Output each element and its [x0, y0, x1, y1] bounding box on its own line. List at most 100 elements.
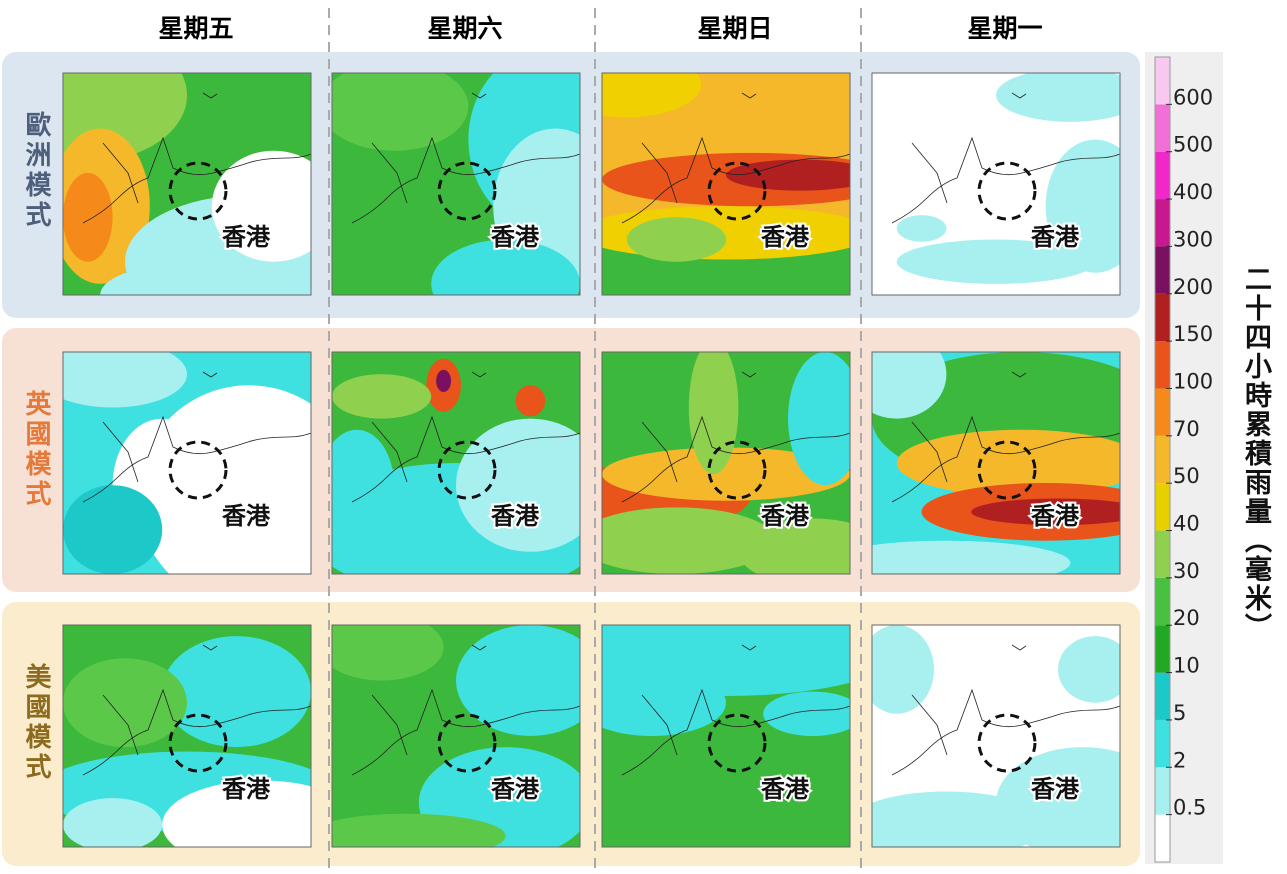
hk-label: 香港: [222, 775, 271, 803]
hk-label: 香港: [222, 223, 271, 251]
rain-area: [436, 369, 452, 392]
rain-area: [602, 447, 850, 501]
hk-circle: [437, 440, 497, 500]
colorbar-band: [1155, 577, 1170, 626]
colorbar-band: [1155, 151, 1170, 200]
colorbar-label: 5: [1173, 701, 1186, 725]
map: [332, 352, 580, 574]
colorbar-band: [1155, 435, 1170, 484]
colorbar-band: [1155, 719, 1170, 768]
rain-area: [872, 625, 934, 714]
rain-area: [688, 352, 739, 475]
rain-area: [726, 159, 850, 191]
coastline: [891, 92, 1120, 224]
rain-area: [332, 429, 394, 541]
hk-circle: [437, 161, 497, 221]
coastline: [351, 92, 580, 224]
map: [332, 625, 580, 847]
hk-circle: [707, 440, 767, 500]
map: [63, 625, 311, 847]
hk-label: 香港: [761, 502, 810, 530]
coastline: [621, 644, 850, 776]
hk-label: 香港: [491, 775, 540, 803]
column-header: 星期日: [697, 14, 772, 43]
colorbar-label: 600: [1173, 85, 1213, 109]
colorbar-label: 20: [1173, 606, 1200, 630]
coastline: [351, 644, 580, 776]
rain-area: [896, 215, 947, 242]
hk-label: 香港: [222, 502, 271, 530]
colorbar-band: [1155, 625, 1170, 673]
map-frame: [331, 351, 581, 575]
rain-area: [162, 636, 311, 748]
hk-circle: [437, 713, 497, 773]
column-header: 星期五: [158, 14, 233, 43]
map: [63, 73, 311, 295]
rain-area: [1058, 636, 1120, 703]
colorbar-band: [1155, 246, 1170, 294]
coastline: [621, 371, 850, 503]
map-frame: [601, 72, 851, 296]
coastline: [82, 371, 311, 503]
colorbar-label: 10: [1173, 654, 1200, 678]
hk-label: 香港: [491, 223, 540, 251]
colorbar-label: 150: [1173, 322, 1213, 346]
map-frame: [871, 72, 1121, 296]
coastline: [82, 644, 311, 776]
map: [872, 73, 1120, 295]
hk-circle: [977, 161, 1037, 221]
map-frame: [62, 351, 312, 575]
colorbar-band: [1155, 483, 1170, 531]
rain-area: [738, 518, 850, 574]
map: [332, 73, 580, 295]
colorbar-label: 300: [1173, 227, 1213, 251]
rain-area: [996, 73, 1120, 122]
colorbar-label: 2: [1173, 748, 1186, 772]
rain-area: [63, 485, 163, 574]
coastline: [351, 371, 580, 503]
rain-area: [456, 625, 580, 736]
rain-area: [63, 658, 187, 748]
rain-area: [332, 374, 432, 419]
coastline: [82, 92, 311, 224]
map: [602, 625, 850, 847]
hk-label: 香港: [1031, 223, 1080, 251]
colorbar-band: [1155, 672, 1170, 720]
rain-area: [971, 498, 1120, 526]
hk-label: 香港: [761, 223, 810, 251]
colorbar-band: [1155, 293, 1170, 342]
hk-label: 香港: [761, 775, 810, 803]
map: [872, 352, 1120, 574]
colorbar-label: 50: [1173, 464, 1200, 488]
hk-circle: [168, 440, 228, 500]
colorbar-label: 200: [1173, 275, 1213, 299]
hk-label: 香港: [1031, 775, 1080, 803]
column-header: 星期六: [427, 14, 502, 43]
colorbar-title: 二十四小時累積雨量（毫米）: [1240, 265, 1271, 642]
row-label: 英國模式: [21, 390, 51, 510]
colorbar-label: 400: [1173, 180, 1213, 204]
map-frame: [871, 351, 1121, 575]
map-frame: [62, 624, 312, 848]
map-frame: [62, 72, 312, 296]
coastline: [891, 644, 1120, 776]
map-frame: [331, 624, 581, 848]
row-label: 美國模式: [21, 663, 51, 783]
hk-circle: [977, 440, 1037, 500]
hk-circle: [707, 713, 767, 773]
hk-circle: [168, 161, 228, 221]
rain-area: [896, 429, 1120, 497]
map: [602, 352, 850, 574]
map-frame: [871, 624, 1121, 848]
map-frame: [601, 624, 851, 848]
rain-area: [896, 239, 1096, 284]
rain-area: [872, 791, 1046, 847]
rain-area: [332, 813, 506, 847]
colorbar-label: 30: [1173, 559, 1200, 583]
colorbar-label: 40: [1173, 512, 1200, 536]
rain-area: [100, 261, 299, 295]
hk-circle: [168, 713, 228, 773]
rain-area: [602, 507, 776, 574]
colorbar-band: [1155, 341, 1170, 389]
